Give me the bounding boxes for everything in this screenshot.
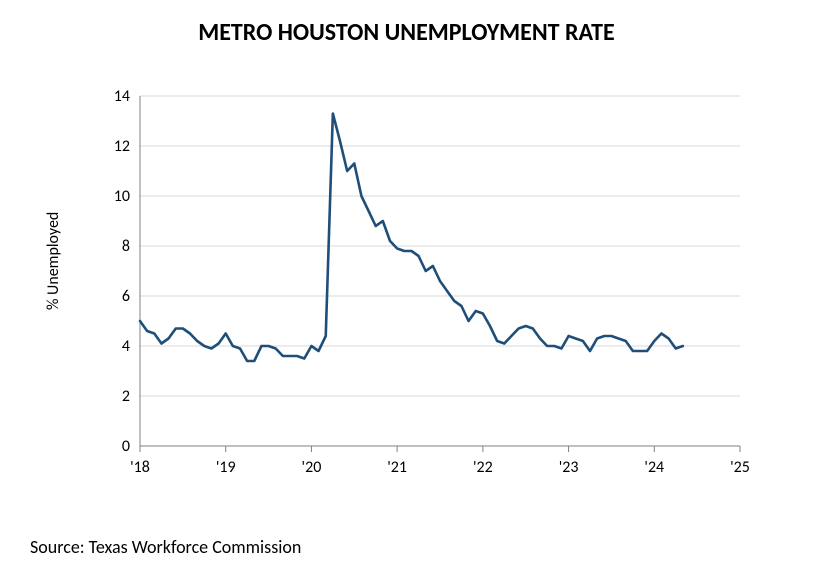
svg-text:'25: '25: [730, 458, 750, 477]
svg-text:'20: '20: [302, 458, 322, 477]
line-chart-svg: 0 2 4 6 8 10 12 14 '18 '19 '20 '21 '22 '23 '24 '25: [50, 70, 750, 490]
svg-text:8: 8: [122, 237, 130, 256]
svg-text:'18: '18: [130, 458, 150, 477]
svg-text:0: 0: [122, 437, 130, 456]
chart-area: 0 2 4 6 8 10 12 14 '18 '19 '20 '21 '22 '23 '24 '25: [50, 70, 750, 490]
svg-text:2: 2: [122, 387, 130, 406]
svg-text:'22: '22: [473, 458, 493, 477]
chart-title: METRO HOUSTON UNEMPLOYMENT RATE: [0, 18, 813, 47]
svg-text:10: 10: [114, 187, 130, 206]
svg-text:'19: '19: [216, 458, 236, 477]
svg-text:14: 14: [114, 87, 130, 106]
svg-text:'24: '24: [644, 458, 664, 477]
svg-text:4: 4: [122, 337, 130, 356]
svg-text:'23: '23: [559, 458, 579, 477]
chart-source: Source: Texas Workforce Commission: [30, 536, 301, 558]
svg-text:'21: '21: [387, 458, 407, 477]
svg-text:12: 12: [114, 137, 130, 156]
svg-text:6: 6: [122, 287, 130, 306]
